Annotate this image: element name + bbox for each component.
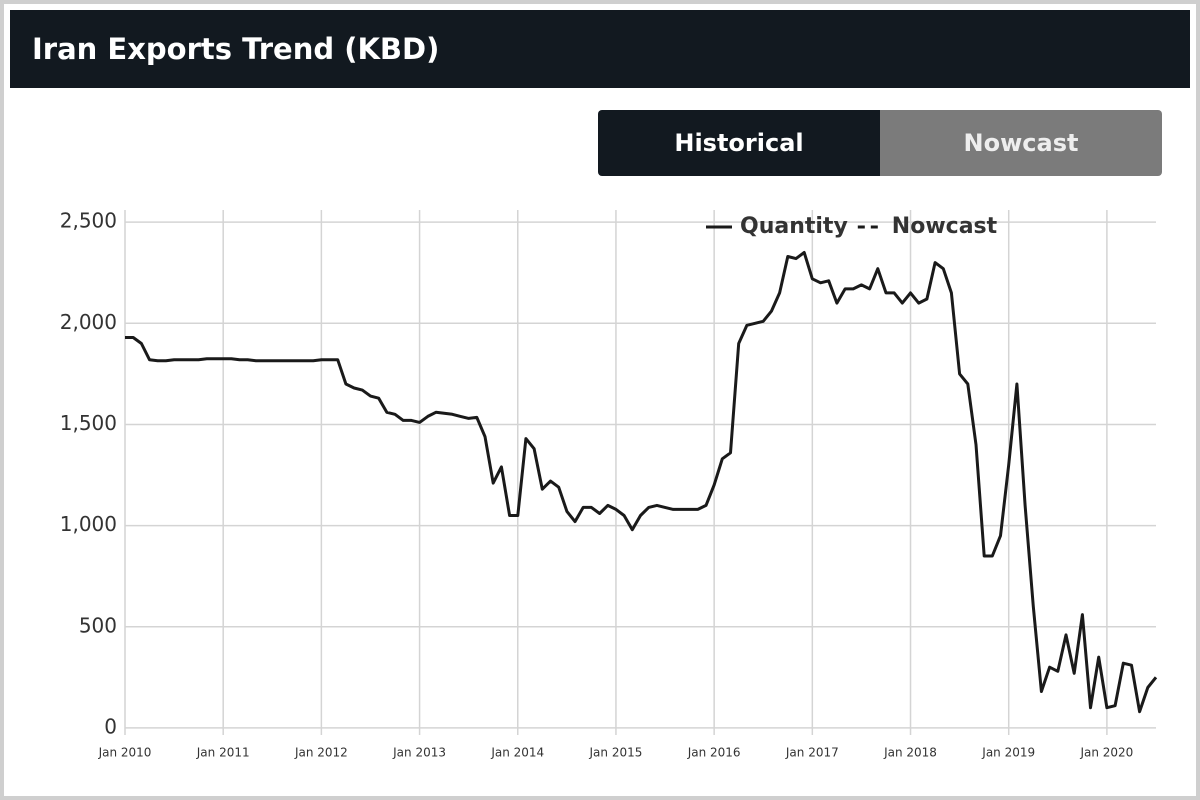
x-tick-label: Jan 2013: [392, 746, 446, 760]
widget-title: Iran Exports Trend (KBD): [10, 10, 1190, 88]
x-tick-label: Jan 2011: [196, 746, 250, 760]
tab-historical[interactable]: Historical: [598, 110, 880, 176]
x-tick-label: Jan 2012: [294, 746, 348, 760]
y-tick-label: 1,500: [60, 411, 117, 435]
x-tick-label: Jan 2014: [490, 746, 544, 760]
tab-nowcast[interactable]: Nowcast: [880, 110, 1162, 176]
x-tick-label: Jan 2018: [883, 746, 937, 760]
x-tick-label: Jan 2020: [1079, 746, 1133, 760]
x-tick-label: Jan 2015: [589, 746, 643, 760]
x-tick-label: Jan 2010: [98, 746, 152, 760]
y-tick-label: 2,500: [60, 209, 117, 233]
legend-label: Quantity: [740, 214, 848, 239]
x-tick-label: Jan 2017: [785, 746, 839, 760]
data-line: [125, 251, 1158, 714]
y-tick-label: 500: [79, 613, 117, 637]
legend-label: Nowcast: [892, 214, 998, 239]
y-tick-label: 1,000: [60, 512, 117, 536]
x-tick-label: Jan 2016: [687, 746, 741, 760]
y-tick-label: 0: [104, 714, 117, 738]
x-tick-label: Jan 2019: [981, 746, 1035, 760]
y-tick-label: 2,000: [60, 310, 117, 334]
